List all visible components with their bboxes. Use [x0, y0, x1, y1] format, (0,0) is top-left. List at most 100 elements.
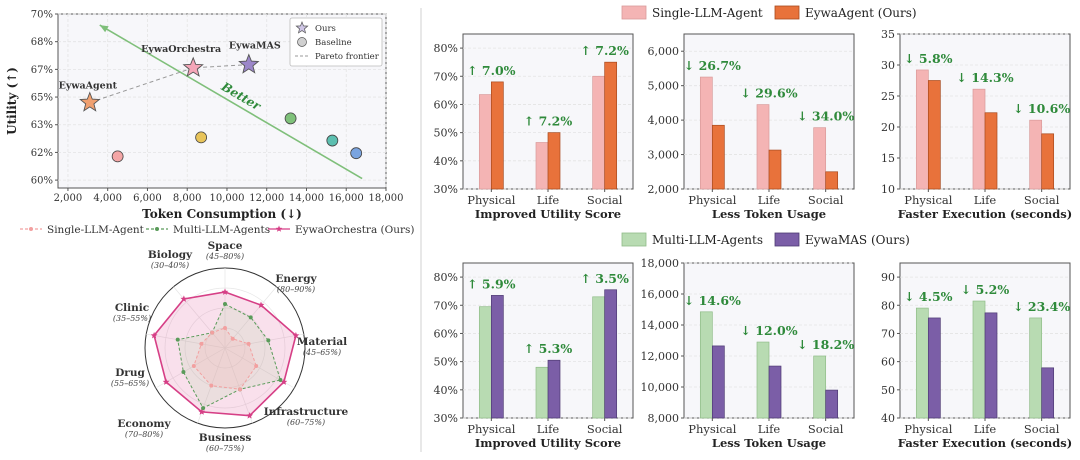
bar-category-label: Life — [974, 193, 997, 207]
radar-point — [266, 338, 271, 343]
bar-baseline — [592, 296, 606, 419]
bar-category-label: Life — [758, 422, 781, 436]
radar-axis-range: (55–65%) — [111, 379, 149, 388]
bar-annotation: ↓ 5.8% — [904, 51, 953, 66]
scatter-legend-label: Ours — [315, 24, 336, 34]
bar-ytick-label: 80 — [881, 299, 895, 312]
ours-point-label: EywaAgent — [59, 81, 118, 92]
bar-ytick-label: 16,000 — [641, 288, 680, 301]
bar-baseline — [478, 306, 492, 419]
bar-ours — [825, 389, 839, 419]
scatter-legend — [289, 17, 383, 67]
bar-annotation: ↑ 7.2% — [524, 114, 573, 129]
better-arrow-line — [99, 24, 363, 180]
radar-axis-range: (35–55%) — [113, 314, 151, 323]
scatter-ytick-label: 67% — [31, 65, 53, 76]
radar-axis-label: Drug — [115, 367, 145, 379]
radar-legend-label: EywaOrchestra (Ours) — [295, 224, 415, 236]
radar-point — [278, 378, 283, 382]
bar-baseline — [1029, 317, 1043, 419]
bar-legend-label: EywaAgent (Ours) — [805, 6, 917, 20]
radar-point — [292, 331, 300, 339]
bar-ytick-label: 30% — [434, 412, 458, 425]
bar-annotation: ↓ 14.6% — [684, 293, 741, 308]
bar-ytick-label: 35 — [881, 28, 895, 41]
bar-annotation: ↓ 26.7% — [684, 58, 741, 73]
bar-category-label: Life — [537, 422, 560, 436]
radar-point — [191, 364, 196, 368]
bar-ours — [768, 365, 782, 419]
bar-ytick-label: 20 — [881, 121, 895, 134]
bar-ytick-label: 12,000 — [641, 350, 680, 363]
bar-ours — [1041, 367, 1055, 419]
bar-legend-swatch — [621, 5, 647, 20]
bar-ytick-label: 40 — [881, 412, 895, 425]
bar-annotation: ↓ 34.0% — [797, 109, 854, 124]
radar-point — [246, 341, 251, 346]
bar-annotation: ↓ 4.5% — [904, 289, 953, 304]
radar-point — [246, 412, 253, 419]
bar-baseline — [756, 341, 770, 419]
bar-annotation: ↓ 12.0% — [740, 323, 797, 338]
scatter-xtick-label: 18,000 — [369, 193, 404, 204]
better-arrow-head — [99, 25, 109, 33]
scatter-xtick-label: 8,000 — [173, 193, 202, 204]
bar-row-2: Multi-LLM-Agents EywaMAS (Ours) 30% 40% 50% 6… — [434, 232, 1072, 450]
scatter-chart: 2,000 4,000 6,000 8,000 10,000 12,000 14,000 16… — [5, 10, 404, 222]
bar-category-label: Social — [1024, 422, 1060, 436]
scatter-ytick-label: 70% — [31, 10, 53, 21]
legend-circle-icon — [297, 37, 307, 47]
bar-legend-label: EywaMAS (Ours) — [805, 233, 910, 247]
bar-legend-swatch — [621, 232, 647, 247]
bar-annotation: ↓ 10.6% — [1013, 101, 1070, 116]
bar-ours — [604, 61, 618, 190]
bar-ytick-label: 70% — [434, 70, 458, 83]
radar-point — [180, 295, 188, 302]
scatter-ytick-label: 68% — [31, 37, 53, 48]
bar-category-label: Physical — [904, 422, 953, 436]
bar-annotation: ↑ 5.3% — [524, 341, 573, 356]
bar-panel-xlabel: Faster Execution (seconds) — [898, 207, 1072, 221]
scatter-legend-label: Baseline — [315, 38, 352, 48]
scatter-ytick-label: 62% — [31, 148, 53, 159]
bar-baseline — [592, 75, 606, 190]
bar-baseline — [699, 76, 713, 190]
ours-point-label: EywaOrchestra — [141, 44, 221, 55]
bar-annotation: ↑ 7.2% — [580, 43, 629, 58]
bar-annotation: ↑ 5.9% — [467, 276, 516, 291]
bar-ours — [547, 359, 561, 419]
bar-category-label: Physical — [688, 422, 737, 436]
radar-point — [162, 378, 170, 385]
bar-baseline — [915, 69, 929, 190]
bar-annotation: ↑ 7.0% — [467, 63, 516, 78]
bar-ours — [927, 80, 941, 190]
bar-annotation: ↓ 14.3% — [956, 70, 1013, 85]
radar-point — [181, 370, 186, 374]
radar-axis-range: (45–65%) — [303, 348, 341, 357]
bar-legend-swatch — [774, 232, 800, 247]
bar-baseline — [915, 307, 929, 419]
radar-axis-label: Material — [297, 336, 347, 348]
radar-legend-marker — [29, 227, 33, 231]
bar-ours — [927, 317, 941, 419]
bar-category-label: Life — [537, 193, 560, 207]
bar-category-label: Social — [1024, 193, 1060, 207]
bar-category-label: Physical — [688, 193, 737, 207]
bar-legend-swatch — [774, 5, 800, 20]
radar-spoke — [224, 347, 253, 424]
radar-axis-range: (80–90%) — [277, 285, 315, 294]
bar-ours — [984, 112, 998, 190]
scatter-ytick-label: 65% — [31, 93, 53, 104]
bar-ytick-label: 40% — [434, 384, 458, 397]
bar-ytick-label: 50 — [881, 384, 895, 397]
scatter-xtick-label: 4,000 — [93, 193, 122, 204]
bar-ytick-label: 80% — [434, 42, 458, 55]
bar-ours — [711, 124, 725, 190]
bar-ytick-label: 6,000 — [648, 45, 680, 58]
radar-series-polygon — [193, 327, 257, 390]
radar-axis-label: Infrastructure — [264, 406, 349, 418]
radar-point — [223, 302, 227, 306]
radar-axis-label: Economy — [117, 418, 171, 430]
radar-axis-range: (30–40%) — [151, 261, 189, 270]
